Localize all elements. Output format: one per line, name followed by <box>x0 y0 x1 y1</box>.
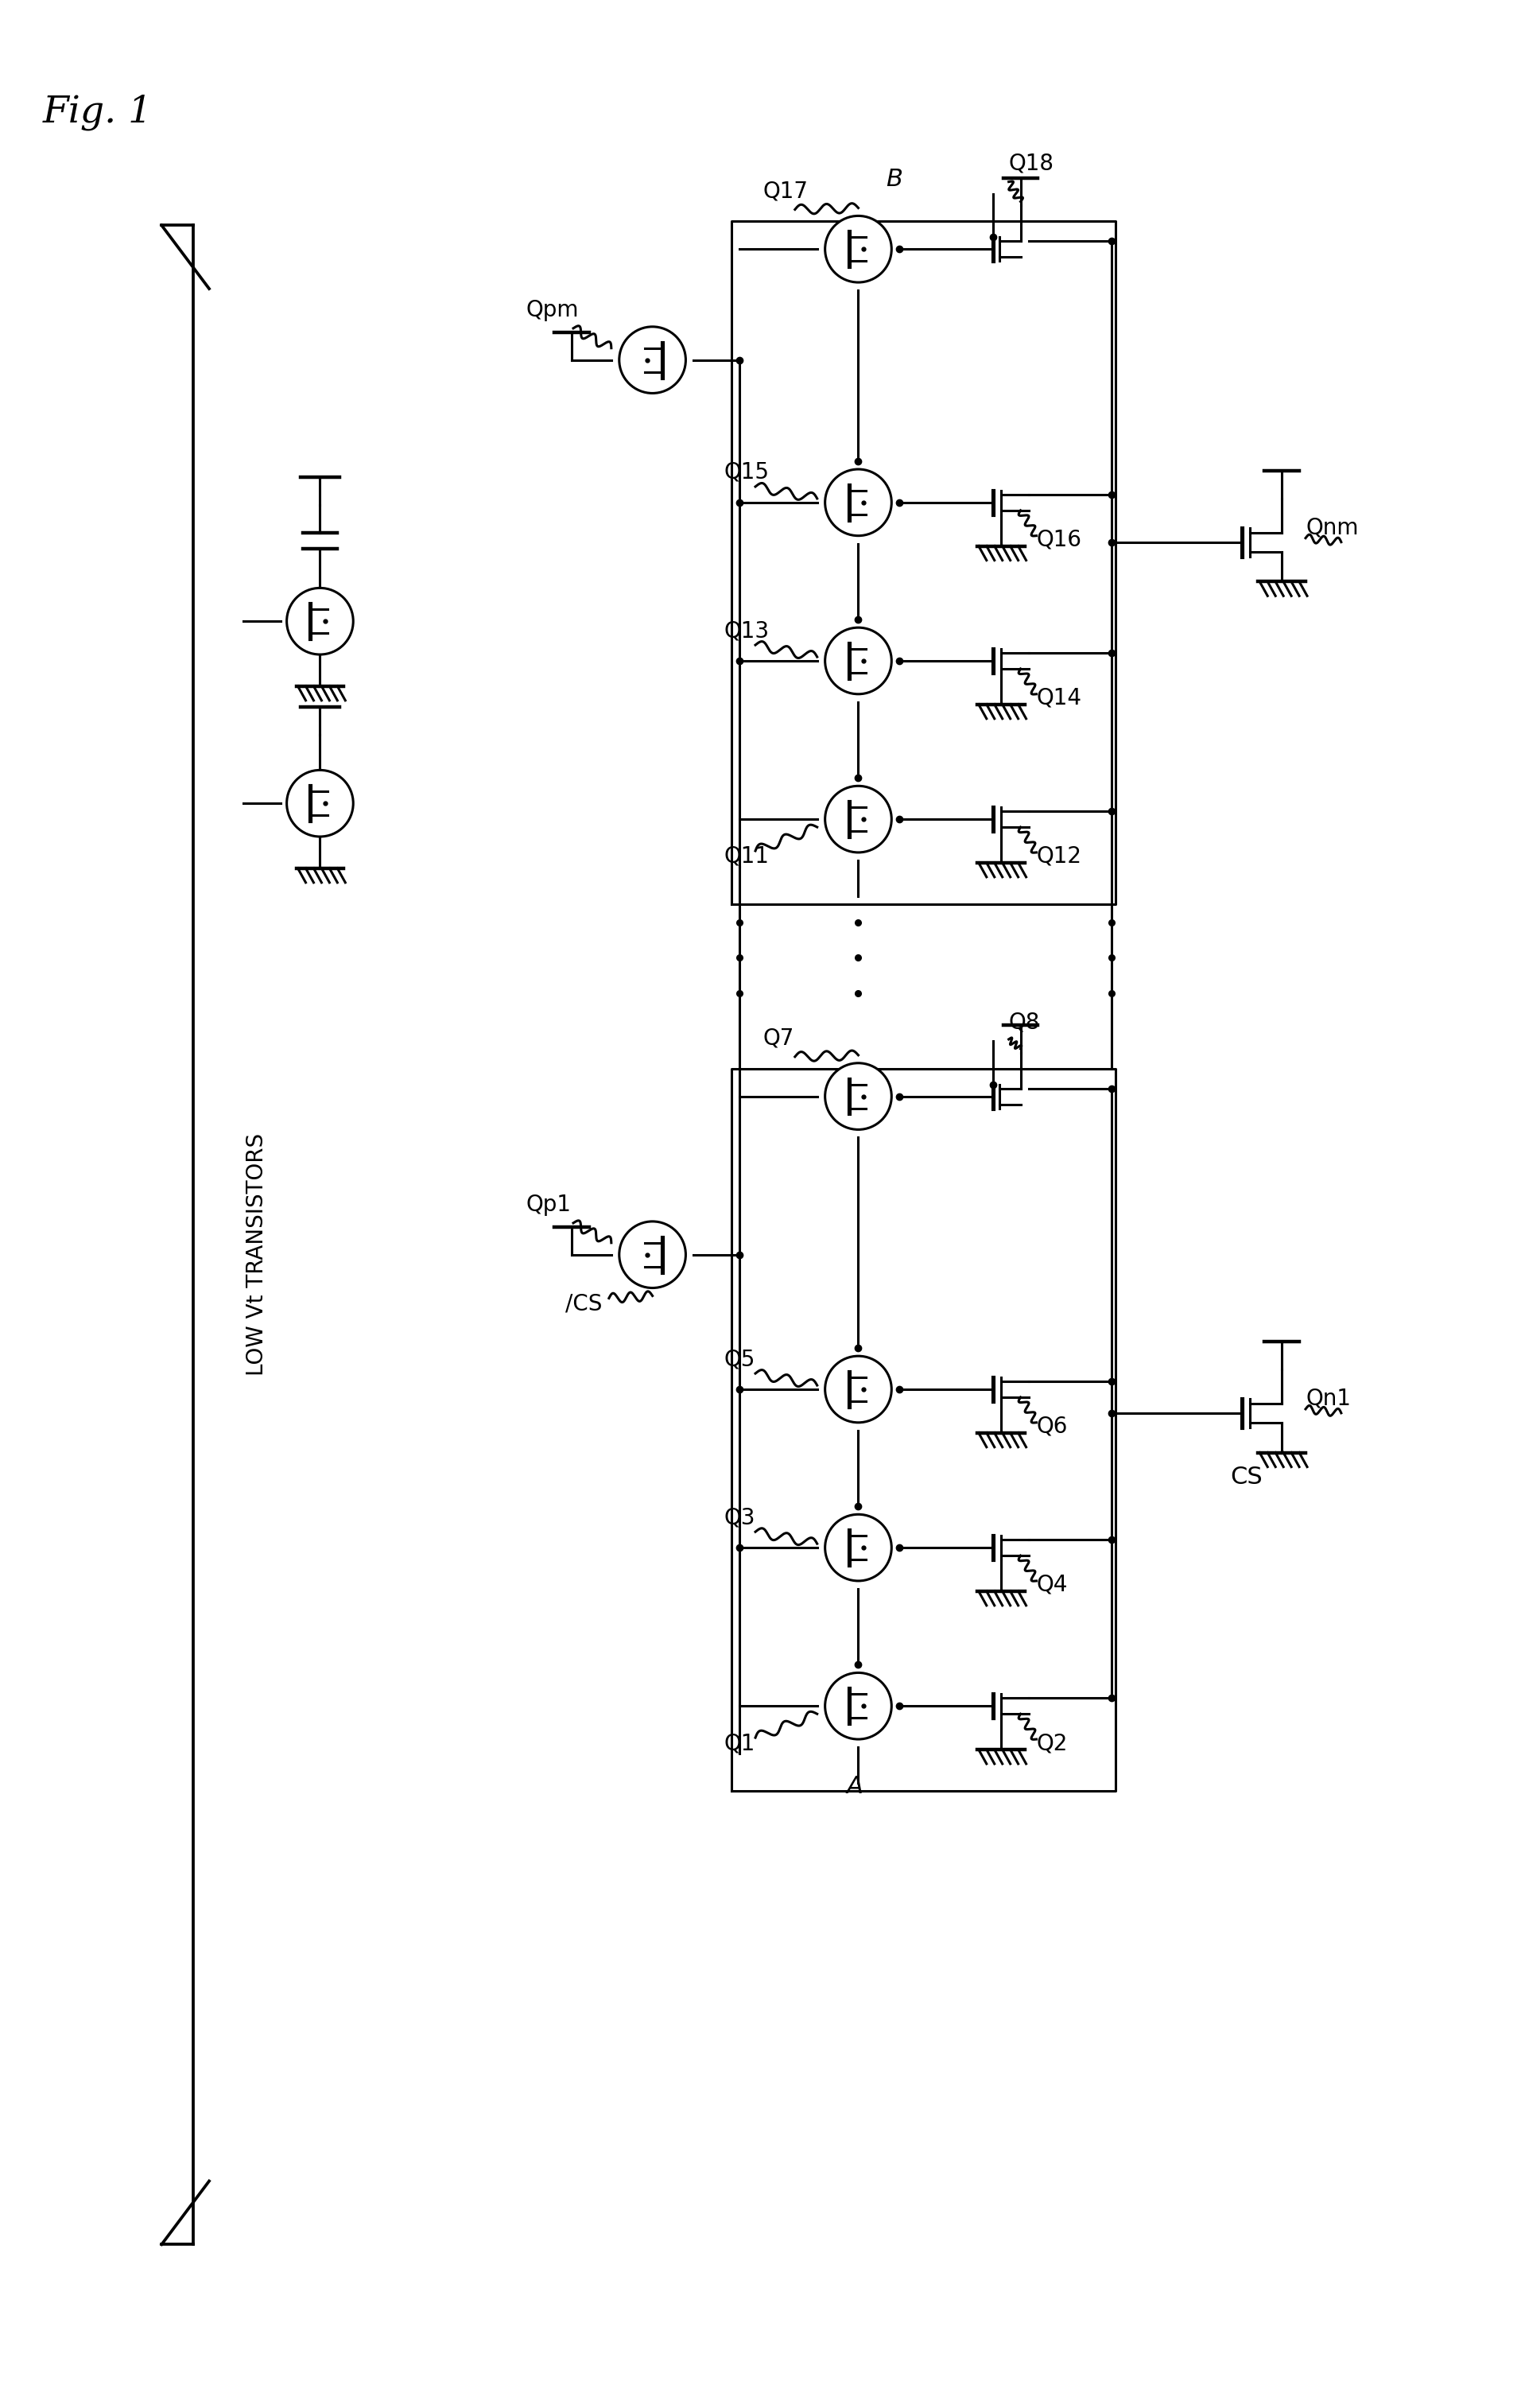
Text: Q18: Q18 <box>1008 152 1054 176</box>
Text: Qnm: Qnm <box>1305 518 1359 539</box>
Text: Q11: Q11 <box>724 845 769 867</box>
Text: Qn1: Qn1 <box>1305 1387 1351 1411</box>
Text: Q5: Q5 <box>724 1348 755 1370</box>
Text: Q4: Q4 <box>1037 1575 1068 1597</box>
Text: Q14: Q14 <box>1037 686 1081 708</box>
Circle shape <box>287 588 354 655</box>
Text: Q13: Q13 <box>724 619 769 643</box>
Text: Q16: Q16 <box>1037 527 1081 551</box>
Text: Q6: Q6 <box>1037 1416 1068 1438</box>
Text: Q15: Q15 <box>724 462 769 484</box>
Text: LOW Vt TRANSISTORS: LOW Vt TRANSISTORS <box>246 1134 268 1375</box>
Circle shape <box>619 1221 686 1288</box>
Circle shape <box>825 1062 892 1129</box>
Text: Qp1: Qp1 <box>526 1194 572 1216</box>
Circle shape <box>825 1356 892 1423</box>
Text: Q12: Q12 <box>1037 845 1081 867</box>
Circle shape <box>825 1515 892 1582</box>
Text: Fig. 1: Fig. 1 <box>43 94 152 130</box>
Circle shape <box>825 1674 892 1739</box>
Text: CS: CS <box>1231 1466 1263 1488</box>
Circle shape <box>825 470 892 535</box>
Text: Qpm: Qpm <box>526 299 578 320</box>
Text: Q8: Q8 <box>1008 1011 1040 1033</box>
Circle shape <box>825 628 892 694</box>
Circle shape <box>825 785 892 852</box>
Text: Q1: Q1 <box>724 1731 755 1755</box>
Text: Q17: Q17 <box>764 181 808 202</box>
Circle shape <box>619 327 686 393</box>
Circle shape <box>287 771 354 836</box>
Text: B: B <box>886 169 903 190</box>
Text: Q3: Q3 <box>724 1507 755 1529</box>
Text: Q2: Q2 <box>1037 1731 1068 1755</box>
Text: Q7: Q7 <box>764 1028 795 1050</box>
Text: A: A <box>846 1775 863 1799</box>
Text: /CS: /CS <box>566 1293 602 1315</box>
Circle shape <box>825 217 892 282</box>
